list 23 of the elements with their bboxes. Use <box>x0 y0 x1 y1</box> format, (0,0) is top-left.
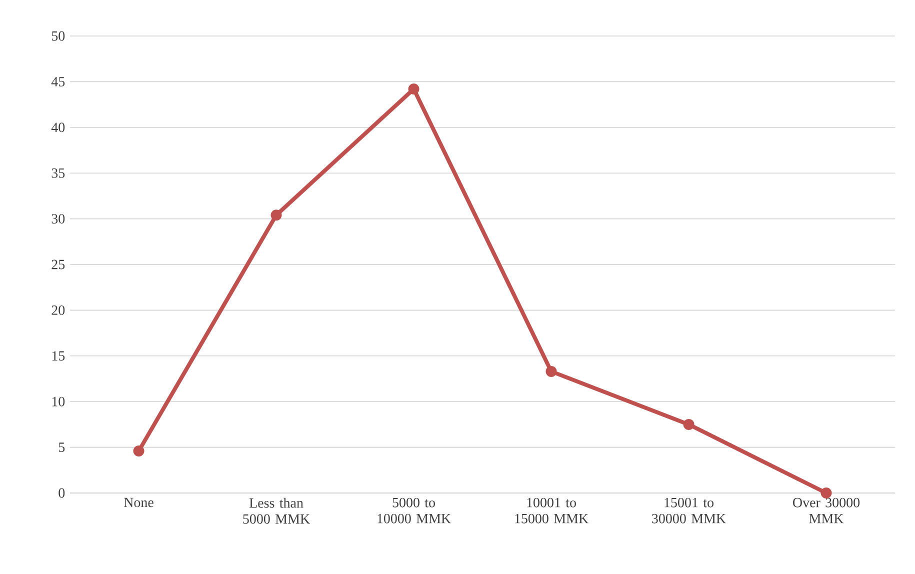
y-tick-label: 40 <box>51 122 65 132</box>
y-tick-label: 50 <box>52 31 65 41</box>
point <box>408 84 420 95</box>
x-tick-label: 5000 to 10000 MMK <box>378 498 451 524</box>
y-tick-label: 30 <box>52 214 65 224</box>
y-tick-label: 45 <box>51 77 65 86</box>
x-tick-label: Less than 5000 MMK <box>243 498 310 524</box>
y-tick-label: 25 <box>52 260 65 270</box>
x-tick-label: 10001 to 15000 MMK <box>515 498 588 524</box>
point <box>820 488 832 498</box>
point <box>683 418 694 430</box>
y-tick-label: 10 <box>52 396 65 406</box>
y-tick-label: 5 <box>58 442 65 452</box>
x-tick-label: 15001 to 30000 MMK <box>652 498 726 524</box>
y-tick-label: 15 <box>52 351 65 361</box>
point <box>133 445 144 456</box>
y-tick-label: 35 <box>52 168 65 178</box>
point <box>546 366 557 377</box>
x-tick-label: None <box>124 498 154 508</box>
point <box>270 210 282 221</box>
x-tick-label: Over 30000 MMK <box>793 498 860 524</box>
y-tick-label: 0 <box>58 488 65 498</box>
y-tick-label: 20 <box>52 305 65 315</box>
